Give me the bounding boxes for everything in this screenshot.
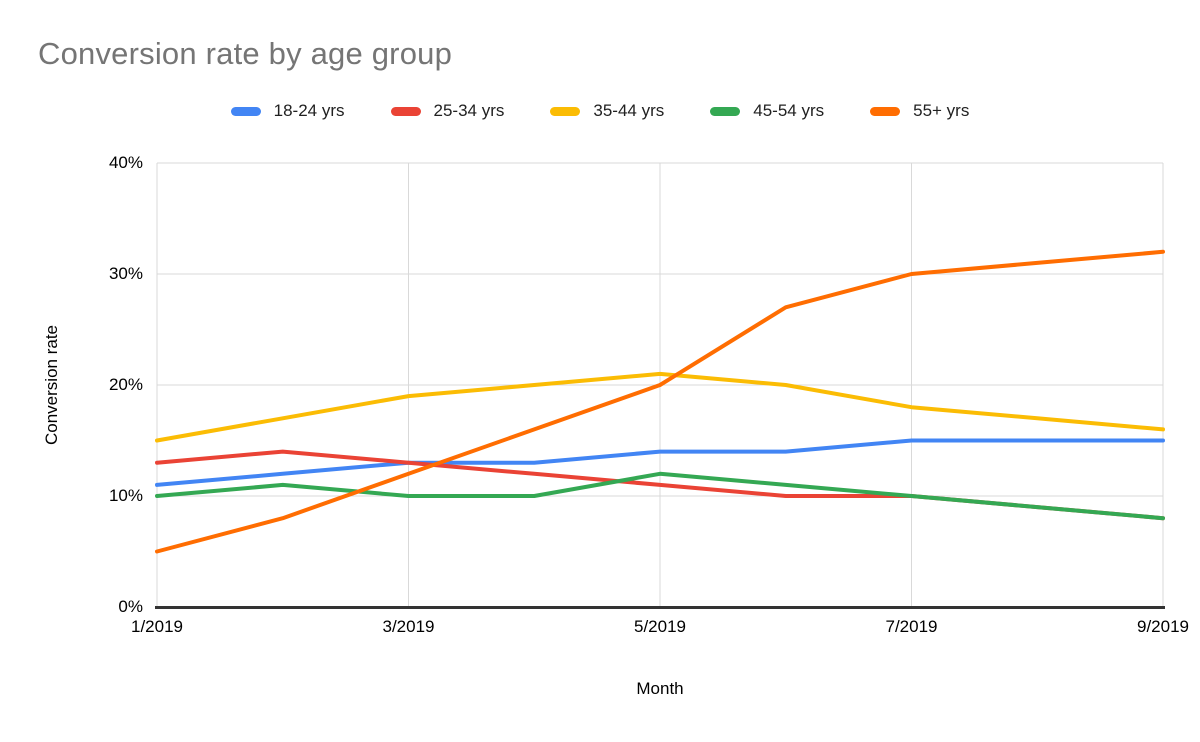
legend-label: 18-24 yrs bbox=[273, 101, 345, 120]
legend-item: 45-54 yrs bbox=[710, 101, 824, 121]
legend-label: 45-54 yrs bbox=[753, 101, 825, 120]
legend-swatch-icon bbox=[550, 106, 581, 116]
y-tick-label: 30% bbox=[108, 264, 143, 283]
legend-label: 55+ yrs bbox=[913, 101, 970, 120]
x-tick-label: 9/2019 bbox=[1137, 617, 1189, 636]
y-tick-label: 20% bbox=[108, 375, 143, 394]
legend-label: 35-44 yrs bbox=[593, 101, 665, 120]
series-line-55-yrs bbox=[155, 249, 1165, 554]
x-tick-label: 5/2019 bbox=[634, 617, 686, 636]
y-tick-label: 40% bbox=[108, 153, 143, 172]
x-axis-title: Month bbox=[636, 679, 684, 698]
legend-label: 25-34 yrs bbox=[433, 101, 505, 120]
legend-swatch-icon bbox=[390, 106, 421, 116]
x-tick-label: 7/2019 bbox=[885, 617, 938, 636]
legend-swatch-icon bbox=[710, 106, 741, 116]
legend-swatch-icon bbox=[870, 106, 901, 116]
legend-item: 18-24 yrs bbox=[230, 101, 345, 121]
series-line-45-54-yrs bbox=[155, 471, 1165, 521]
legend-item: 35-44 yrs bbox=[550, 101, 664, 121]
y-tick-label: 10% bbox=[108, 486, 143, 505]
legend: 18-24 yrs 25-34 yrs 35-44 yrs 45-54 yrs 55+ … bbox=[0, 101, 1200, 121]
x-tick-label: 3/2019 bbox=[382, 617, 435, 636]
legend-item: 25-34 yrs bbox=[390, 101, 505, 121]
y-axis-title: Conversion rate bbox=[42, 324, 61, 446]
y-tick-label: 0% bbox=[118, 597, 143, 616]
legend-swatch-icon bbox=[230, 106, 261, 116]
chart-title: Conversion rate by age group bbox=[38, 36, 453, 71]
series-line-35-44-yrs bbox=[155, 371, 1165, 443]
legend-item: 55+ yrs bbox=[870, 101, 969, 121]
series-line-18-24-yrs bbox=[155, 438, 1165, 487]
x-tick-label: 1/2019 bbox=[131, 617, 183, 636]
